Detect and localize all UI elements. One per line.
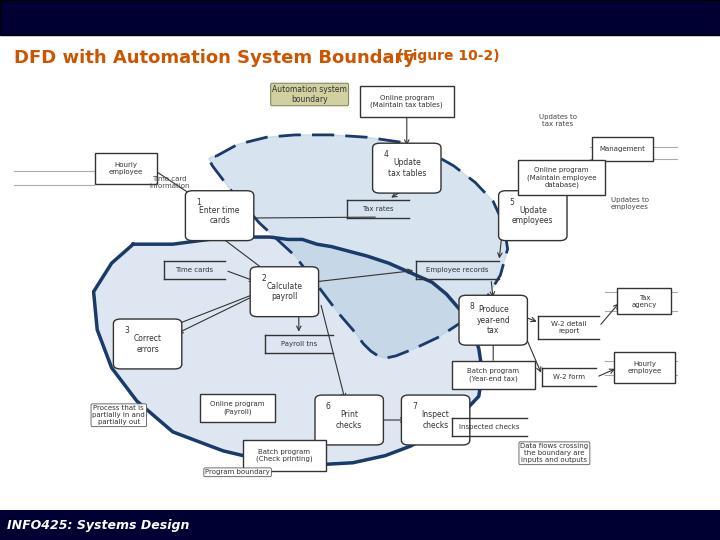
Text: Updates to
tax rates: Updates to tax rates <box>539 114 577 127</box>
FancyBboxPatch shape <box>618 288 671 314</box>
Text: W-2 detail
report: W-2 detail report <box>551 321 587 334</box>
FancyBboxPatch shape <box>614 352 675 383</box>
Text: 7: 7 <box>412 402 417 411</box>
FancyBboxPatch shape <box>95 153 156 184</box>
Text: Batch program
(Year-end tax): Batch program (Year-end tax) <box>467 368 519 382</box>
FancyBboxPatch shape <box>251 267 319 316</box>
Text: Process that is
partially in and
partially out: Process that is partially in and partial… <box>92 405 145 426</box>
Text: 4: 4 <box>383 150 388 159</box>
Text: Online program
(Maintain tax tables): Online program (Maintain tax tables) <box>371 95 443 109</box>
Text: 2: 2 <box>261 274 266 283</box>
Text: 1: 1 <box>196 198 201 207</box>
Text: Hourly
employee: Hourly employee <box>109 161 143 174</box>
Text: Calculate
payroll: Calculate payroll <box>266 282 302 301</box>
FancyBboxPatch shape <box>315 395 383 445</box>
FancyBboxPatch shape <box>452 361 534 389</box>
FancyBboxPatch shape <box>360 86 454 117</box>
Text: Correct
errors: Correct errors <box>134 334 161 354</box>
Text: Produce
year-end
tax: Produce year-end tax <box>477 305 510 335</box>
Text: Inspect
checks: Inspect checks <box>422 410 449 430</box>
Text: Tax
agency: Tax agency <box>631 295 657 308</box>
FancyBboxPatch shape <box>113 319 181 369</box>
Text: W-2 form: W-2 form <box>553 374 585 380</box>
FancyBboxPatch shape <box>593 137 654 161</box>
FancyBboxPatch shape <box>518 160 605 195</box>
Text: 6: 6 <box>325 402 330 411</box>
Text: Batch program
(Check printing): Batch program (Check printing) <box>256 449 312 462</box>
Text: Update
tax tables: Update tax tables <box>387 158 426 178</box>
Text: (Figure 10-2): (Figure 10-2) <box>392 49 500 63</box>
FancyBboxPatch shape <box>243 440 325 471</box>
Text: Employee records: Employee records <box>426 267 488 273</box>
Text: 3: 3 <box>124 326 129 335</box>
Text: Update
employees: Update employees <box>512 206 554 225</box>
Text: Management: Management <box>600 146 646 152</box>
FancyBboxPatch shape <box>0 510 720 540</box>
Text: DFD with Automation System Boundary: DFD with Automation System Boundary <box>14 49 415 68</box>
Polygon shape <box>209 135 508 358</box>
Polygon shape <box>94 237 482 465</box>
Text: 8: 8 <box>470 302 474 312</box>
Text: Program boundary: Program boundary <box>205 469 270 475</box>
Text: Tax rates: Tax rates <box>362 206 394 212</box>
Text: INFORMATION SYSTEMS @ X: INFORMATION SYSTEMS @ X <box>506 11 706 24</box>
Text: Online program
(Payroll): Online program (Payroll) <box>210 401 265 415</box>
Text: Data flows crossing
the boundary are
inputs and outputs: Data flows crossing the boundary are inp… <box>521 443 588 463</box>
Text: Inspected checks: Inspected checks <box>459 424 520 430</box>
FancyBboxPatch shape <box>459 295 527 345</box>
FancyBboxPatch shape <box>200 394 275 422</box>
Text: Payroll tns: Payroll tns <box>281 341 317 347</box>
Text: Online program
(Maintain employee
database): Online program (Maintain employee databa… <box>527 167 596 188</box>
FancyBboxPatch shape <box>0 0 158 35</box>
Text: Updates to
employees: Updates to employees <box>611 197 649 210</box>
FancyBboxPatch shape <box>373 143 441 193</box>
Text: Print
checks: Print checks <box>336 410 362 430</box>
FancyBboxPatch shape <box>498 191 567 241</box>
Text: INFO425: Systems Design: INFO425: Systems Design <box>7 518 189 532</box>
Text: Time card
information: Time card information <box>149 176 189 189</box>
FancyBboxPatch shape <box>402 395 469 445</box>
FancyBboxPatch shape <box>186 191 254 241</box>
Text: Automation system
boundary: Automation system boundary <box>272 85 347 104</box>
Text: 5: 5 <box>510 198 514 207</box>
Text: Hourly
employee: Hourly employee <box>627 361 662 374</box>
Text: Time cards: Time cards <box>176 267 213 273</box>
Text: Enter time
cards: Enter time cards <box>199 206 240 225</box>
